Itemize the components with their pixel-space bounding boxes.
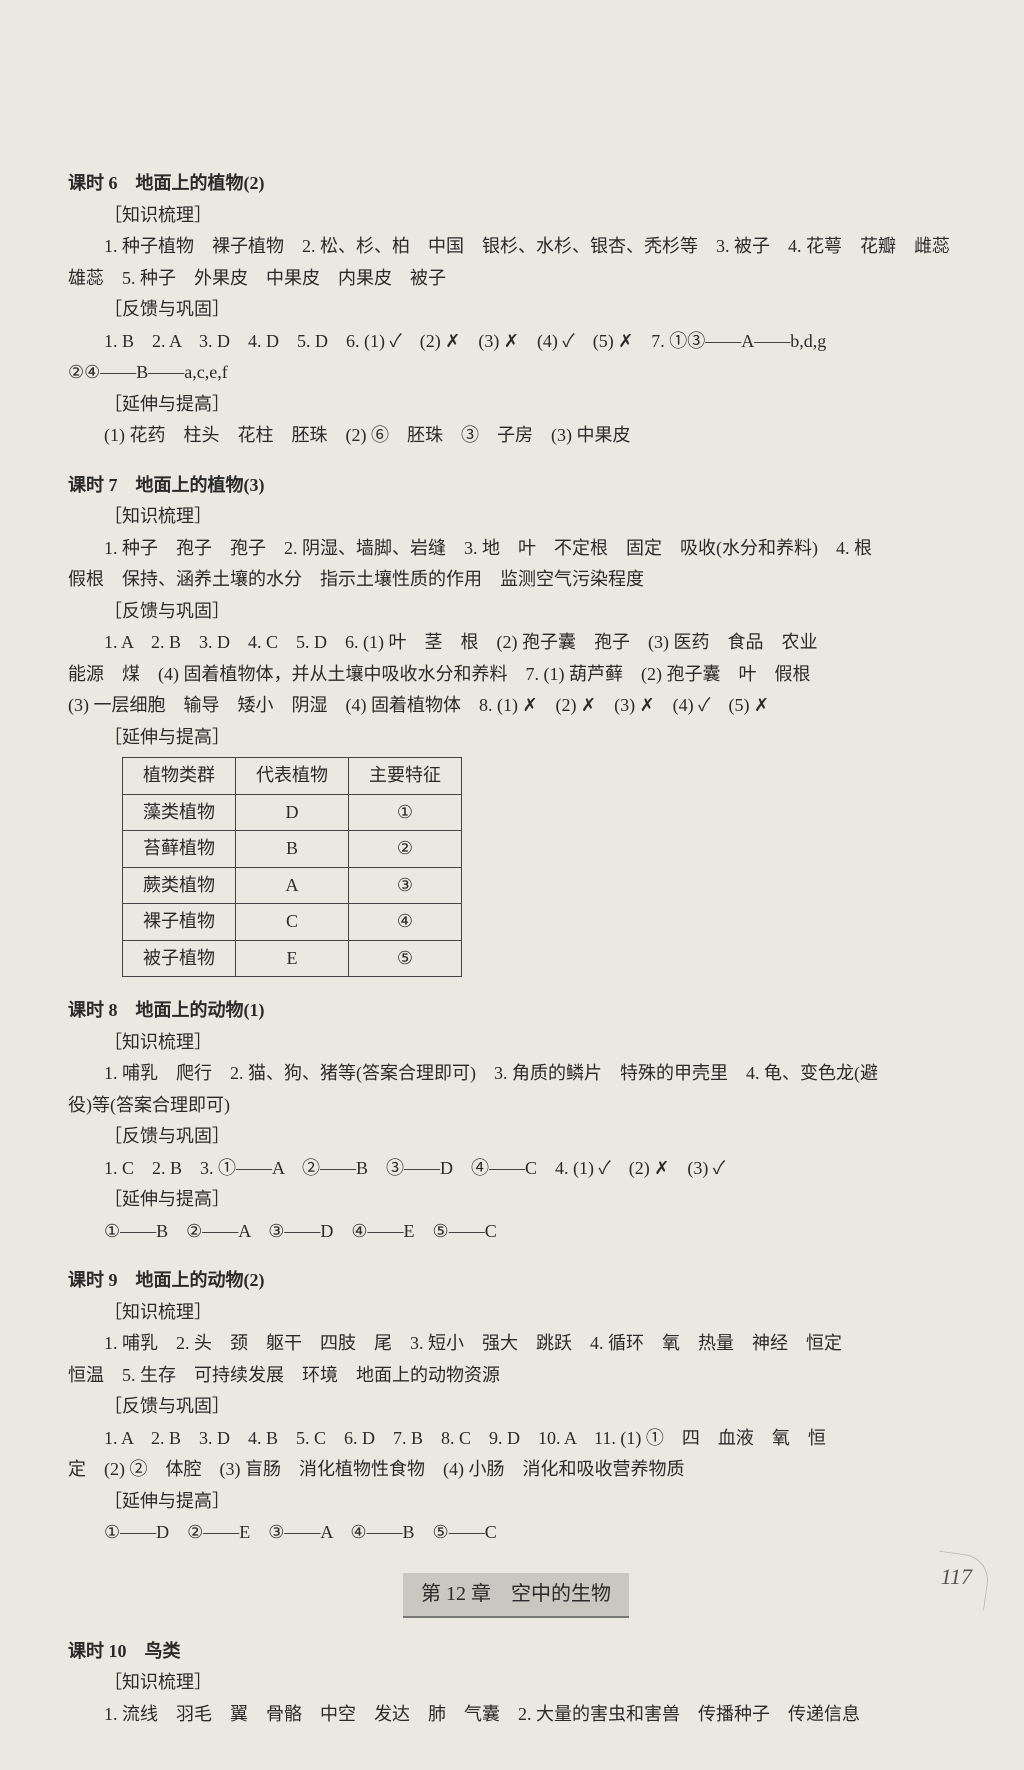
col-0: 植物类群 [123, 758, 236, 795]
lesson6-h2: ［反馈与巩固］ [104, 294, 964, 326]
table-row: 苔藓植物 B ② [123, 831, 462, 868]
lesson9-l2: 恒温 5. 生存 可持续发展 环境 地面上的动物资源 [68, 1360, 964, 1392]
table-row: 藻类植物 D ① [123, 794, 462, 831]
lesson9-h3: ［延伸与提高］ [104, 1486, 964, 1518]
cell: 裸子植物 [123, 904, 236, 941]
cell: 被子植物 [123, 940, 236, 977]
lesson9-h2: ［反馈与巩固］ [104, 1391, 964, 1423]
lesson8-l3: 1. C 2. B 3. ①——A ②——B ③——D ④——C 4. (1) … [104, 1153, 964, 1185]
cell: ① [349, 794, 462, 831]
plant-table: 植物类群 代表植物 主要特征 藻类植物 D ① 苔藓植物 B ② 蕨类植物 A … [122, 757, 462, 977]
lesson8-l4: ①——B ②——A ③——D ④——E ⑤——C [104, 1216, 964, 1248]
lesson7-l3: 1. A 2. B 3. D 4. C 5. D 6. (1) 叶 茎 根 (2… [104, 627, 964, 659]
cell: 苔藓植物 [123, 831, 236, 868]
cell: B [236, 831, 349, 868]
cell: D [236, 794, 349, 831]
lesson6-l4: ②④——B——a,c,e,f [68, 357, 964, 389]
cell: C [236, 904, 349, 941]
lesson9-l4: 定 (2) ② 体腔 (3) 盲肠 消化植物性食物 (4) 小肠 消化和吸收营养… [68, 1454, 964, 1486]
lesson10-l1: 1. 流线 羽毛 翼 骨骼 中空 发达 肺 气囊 2. 大量的害虫和害兽 传播种… [104, 1699, 964, 1731]
page-number: 117 [941, 1564, 972, 1590]
chapter-heading-text: 第 12 章 空中的生物 [403, 1573, 629, 1618]
cell: E [236, 940, 349, 977]
cell: 藻类植物 [123, 794, 236, 831]
table-row: 蕨类植物 A ③ [123, 867, 462, 904]
table-row: 裸子植物 C ④ [123, 904, 462, 941]
lesson7-l5: (3) 一层细胞 输导 矮小 阴湿 (4) 固着植物体 8. (1) ✗ (2)… [68, 690, 964, 722]
col-2: 主要特征 [349, 758, 462, 795]
lesson7-h2: ［反馈与巩固］ [104, 596, 964, 628]
lesson7-h3: ［延伸与提高］ [104, 722, 964, 754]
lesson6-title: 课时 6 地面上的植物(2) [68, 168, 964, 200]
lesson7-l4: 能源 煤 (4) 固着植物体，并从土壤中吸收水分和养料 7. (1) 葫芦藓 (… [68, 659, 964, 691]
lesson6-l5: (1) 花药 柱头 花柱 胚珠 (2) ⑥ 胚珠 ③ 子房 (3) 中果皮 [104, 420, 964, 452]
chapter-heading: 第 12 章 空中的生物 [68, 1573, 964, 1618]
page-content: 课时 6 地面上的植物(2) ［知识梳理］ 1. 种子植物 裸子植物 2. 松、… [0, 0, 1024, 1770]
lesson9-title: 课时 9 地面上的动物(2) [68, 1265, 964, 1297]
cell: A [236, 867, 349, 904]
lesson6-l1: 1. 种子植物 裸子植物 2. 松、杉、柏 中国 银杉、水杉、银杏、秃杉等 3.… [104, 231, 964, 263]
lesson8-h2: ［反馈与巩固］ [104, 1121, 964, 1153]
cell: ③ [349, 867, 462, 904]
cell: 蕨类植物 [123, 867, 236, 904]
lesson8-h3: ［延伸与提高］ [104, 1184, 964, 1216]
lesson8-l1: 1. 哺乳 爬行 2. 猫、狗、猪等(答案合理即可) 3. 角质的鳞片 特殊的甲… [104, 1058, 964, 1090]
lesson7-h1: ［知识梳理］ [104, 501, 964, 533]
cell: ④ [349, 904, 462, 941]
lesson6-h1: ［知识梳理］ [104, 200, 964, 232]
col-1: 代表植物 [236, 758, 349, 795]
cell: ⑤ [349, 940, 462, 977]
lesson9-l3: 1. A 2. B 3. D 4. B 5. C 6. D 7. B 8. C … [104, 1423, 964, 1455]
lesson7-title: 课时 7 地面上的植物(3) [68, 470, 964, 502]
lesson6-l2: 雄蕊 5. 种子 外果皮 中果皮 内果皮 被子 [68, 263, 964, 295]
lesson10-h1: ［知识梳理］ [104, 1667, 964, 1699]
table-header-row: 植物类群 代表植物 主要特征 [123, 758, 462, 795]
lesson6-l3: 1. B 2. A 3. D 4. D 5. D 6. (1) ✓ (2) ✗ … [104, 326, 964, 358]
lesson7-l2: 假根 保持、涵养土壤的水分 指示土壤性质的作用 监测空气污染程度 [68, 564, 964, 596]
cell: ② [349, 831, 462, 868]
lesson10-title: 课时 10 鸟类 [68, 1636, 964, 1668]
lesson8-h1: ［知识梳理］ [104, 1027, 964, 1059]
lesson7-l1: 1. 种子 孢子 孢子 2. 阴湿、墙脚、岩缝 3. 地 叶 不定根 固定 吸收… [104, 533, 964, 565]
lesson8-title: 课时 8 地面上的动物(1) [68, 995, 964, 1027]
lesson6-h3: ［延伸与提高］ [104, 389, 964, 421]
lesson8-l2: 役)等(答案合理即可) [68, 1090, 964, 1122]
lesson9-l5: ①——D ②——E ③——A ④——B ⑤——C [104, 1517, 964, 1549]
lesson9-h1: ［知识梳理］ [104, 1297, 964, 1329]
table-row: 被子植物 E ⑤ [123, 940, 462, 977]
lesson9-l1: 1. 哺乳 2. 头 颈 躯干 四肢 尾 3. 短小 强大 跳跃 4. 循环 氧… [104, 1328, 964, 1360]
